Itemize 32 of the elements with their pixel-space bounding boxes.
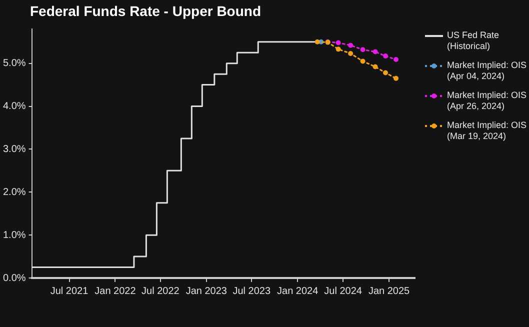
point [372, 64, 378, 70]
point [314, 39, 320, 44]
x-tick-label: Jul 2021 [50, 286, 89, 297]
point [348, 42, 354, 48]
point [383, 70, 388, 76]
x-tick-label: Jan 2023 [186, 286, 228, 297]
legend-label: Market Implied: OIS (Apr 26, 2024) [447, 90, 528, 112]
chart-title: Federal Funds Rate - Upper Bound [30, 3, 262, 19]
y-tick-label: 0.0% [2, 272, 26, 284]
point [372, 49, 378, 54]
legend-label: US Fed Rate (Historical) [447, 30, 500, 52]
y-tick-label: 2.0% [2, 186, 26, 198]
y-tick-label: 5.0% [2, 58, 26, 70]
point [336, 46, 341, 52]
y-tick-label: 3.0% [2, 144, 26, 155]
point [348, 50, 354, 56]
legend-label: Market Implied: OIS (Apr 04, 2024) [447, 60, 528, 82]
x-tick-label: Jul 2023 [232, 286, 271, 297]
point [394, 56, 399, 62]
point [383, 54, 388, 59]
y-tick-label: 4.0% [2, 101, 26, 112]
point [360, 47, 366, 52]
x-tick-label: Jan 2024 [277, 286, 319, 297]
x-tick-label: Jul 2022 [142, 286, 180, 297]
legend-label: Market Implied: OIS (Mar 19, 2024) [447, 120, 528, 142]
x-tick-label: Jul 2024 [324, 286, 362, 297]
point [360, 58, 366, 64]
point [394, 76, 399, 81]
point [336, 40, 341, 46]
x-tick-label: Jan 2025 [368, 286, 410, 297]
y-tick-label: 1.0% [2, 230, 26, 241]
x-tick-label: Jan 2022 [94, 286, 136, 297]
